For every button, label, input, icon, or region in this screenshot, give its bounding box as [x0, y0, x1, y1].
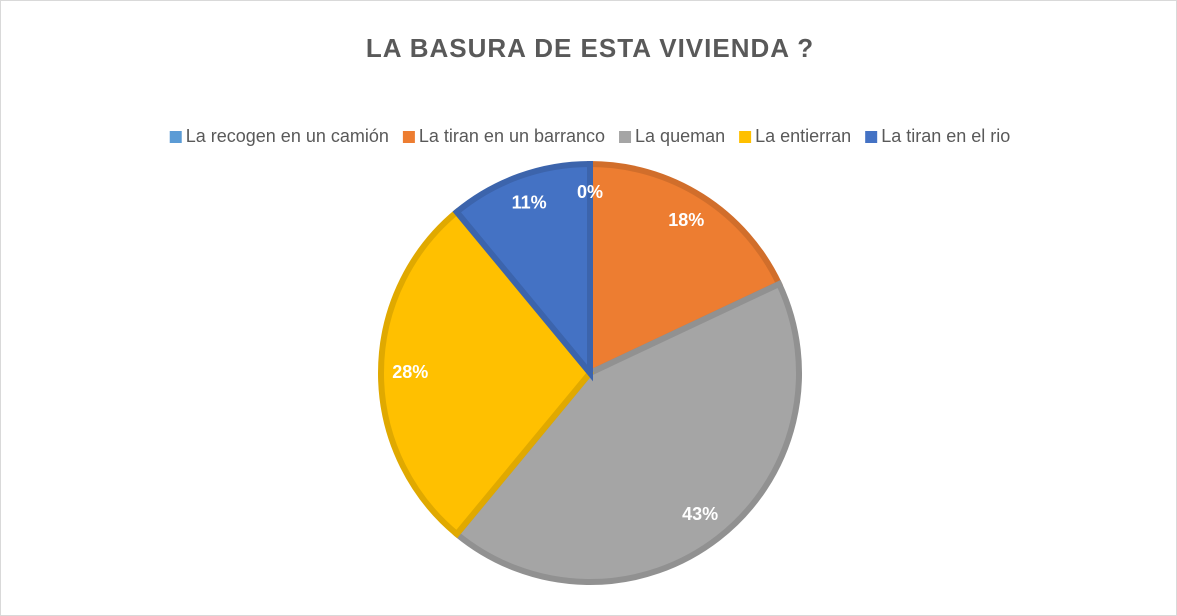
legend: La recogen en un camión La tiran en un ba… — [169, 126, 1010, 146]
legend-text: La entierran — [755, 126, 851, 146]
pie-slice — [452, 280, 802, 585]
legend-text: La tiran en el rio — [881, 126, 1010, 146]
chart-title: LA BASURA DE ESTA VIVIENDA ? — [366, 33, 814, 63]
legend-text: La tiran en un barranco — [419, 126, 605, 146]
pie: 0% 18% 43% 28% 11% — [378, 160, 802, 585]
legend-text: La queman — [635, 126, 725, 146]
data-label: 18% — [668, 210, 704, 230]
legend-swatch — [739, 131, 752, 143]
pie-slice — [452, 160, 593, 382]
legend-swatch — [865, 131, 878, 143]
pie-slice — [587, 160, 784, 378]
data-label: 0% — [577, 182, 603, 202]
legend-swatch — [169, 131, 182, 143]
data-label: 11% — [512, 193, 547, 213]
legend-swatch — [619, 131, 632, 143]
legend-swatch — [402, 131, 415, 143]
legend-text: La recogen en un camión — [186, 126, 389, 146]
data-label: 28% — [392, 362, 428, 382]
data-label: 43% — [682, 504, 718, 524]
pie-slice — [378, 207, 594, 539]
